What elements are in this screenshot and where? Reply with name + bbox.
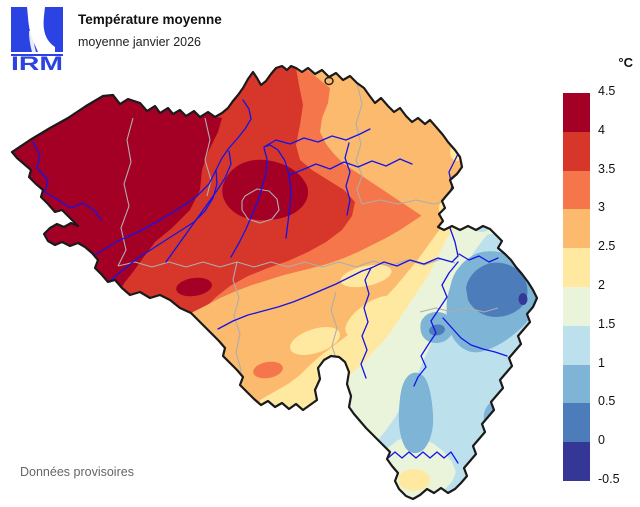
colorbar-segment bbox=[563, 325, 590, 365]
river-demer bbox=[288, 158, 413, 176]
colorbar-tick-label: 2 bbox=[598, 278, 605, 292]
irm-logo-rule bbox=[11, 54, 63, 56]
colorbar-segment bbox=[563, 364, 590, 404]
colorbar-segment bbox=[563, 442, 590, 481]
river-vesdre bbox=[458, 253, 499, 263]
river-scheldt bbox=[97, 99, 252, 293]
irm-logo-swoosh-2 bbox=[29, 31, 36, 52]
colorbar-tick-label: 4.5 bbox=[598, 84, 616, 98]
colorbar-tick-label: 1.5 bbox=[598, 316, 616, 331]
river-ambleve bbox=[442, 317, 508, 357]
region-0-0p5-fagnes-core bbox=[466, 262, 528, 317]
baarle-hertog-exclave bbox=[324, 76, 334, 86]
river-ourthe bbox=[413, 261, 459, 387]
region-3-3p5-south-spot bbox=[253, 361, 283, 379]
colorbar-blocks bbox=[563, 93, 590, 481]
colorbar-tick-label: 2.5 bbox=[598, 239, 616, 254]
river-dender bbox=[165, 150, 232, 263]
region-0p5-1-south bbox=[398, 372, 434, 454]
river-nete bbox=[263, 128, 371, 148]
river-senne bbox=[230, 147, 268, 258]
colorbar-tick-label: 3.5 bbox=[598, 161, 616, 176]
colorbar-tick-label: -0.5 bbox=[598, 472, 620, 486]
region-2p5-3-northeast bbox=[300, 66, 462, 227]
colorbar-segment bbox=[563, 93, 590, 132]
colorbar-unit-label: °C bbox=[618, 55, 633, 70]
temperature-field bbox=[12, 66, 537, 499]
irm-logo: IRM bbox=[11, 7, 63, 71]
region-m0p5-0-spot bbox=[518, 293, 528, 305]
region-4-4p5-west bbox=[12, 95, 222, 290]
colorbar-segment bbox=[563, 209, 590, 249]
yellow-pocket bbox=[340, 264, 392, 288]
colorbar-tick-label: 4 bbox=[598, 122, 605, 137]
page-title: Température moyenne bbox=[78, 12, 222, 27]
river-sambre bbox=[217, 267, 372, 330]
colorbar-segment bbox=[563, 131, 590, 171]
belgium-outline bbox=[10, 64, 539, 501]
colorbar-segment bbox=[563, 170, 590, 210]
colorbar-tick-label: 1 bbox=[598, 355, 605, 370]
footer-note: Données provisoires bbox=[20, 465, 134, 479]
colorbar-tick-label: 0.5 bbox=[598, 394, 616, 409]
colorbar-segment bbox=[563, 286, 590, 326]
region-2-2p5-south-tip bbox=[398, 469, 430, 491]
region-4-4p5-south-spot bbox=[176, 277, 212, 297]
irm-logo-text: IRM bbox=[11, 54, 63, 71]
river-gete bbox=[344, 142, 351, 216]
page-subtitle: moyenne janvier 2026 bbox=[78, 35, 201, 49]
yellow-pocket bbox=[289, 327, 341, 355]
colorbar-tick-label: 3 bbox=[598, 200, 605, 215]
yellow-pocket bbox=[345, 295, 397, 337]
river-yser bbox=[32, 141, 102, 221]
colorbar-tick-label: 0 bbox=[598, 433, 605, 448]
colorbar-segment bbox=[563, 403, 590, 443]
irm-logo-swoosh bbox=[27, 7, 55, 52]
colorbar-segment bbox=[563, 248, 590, 287]
